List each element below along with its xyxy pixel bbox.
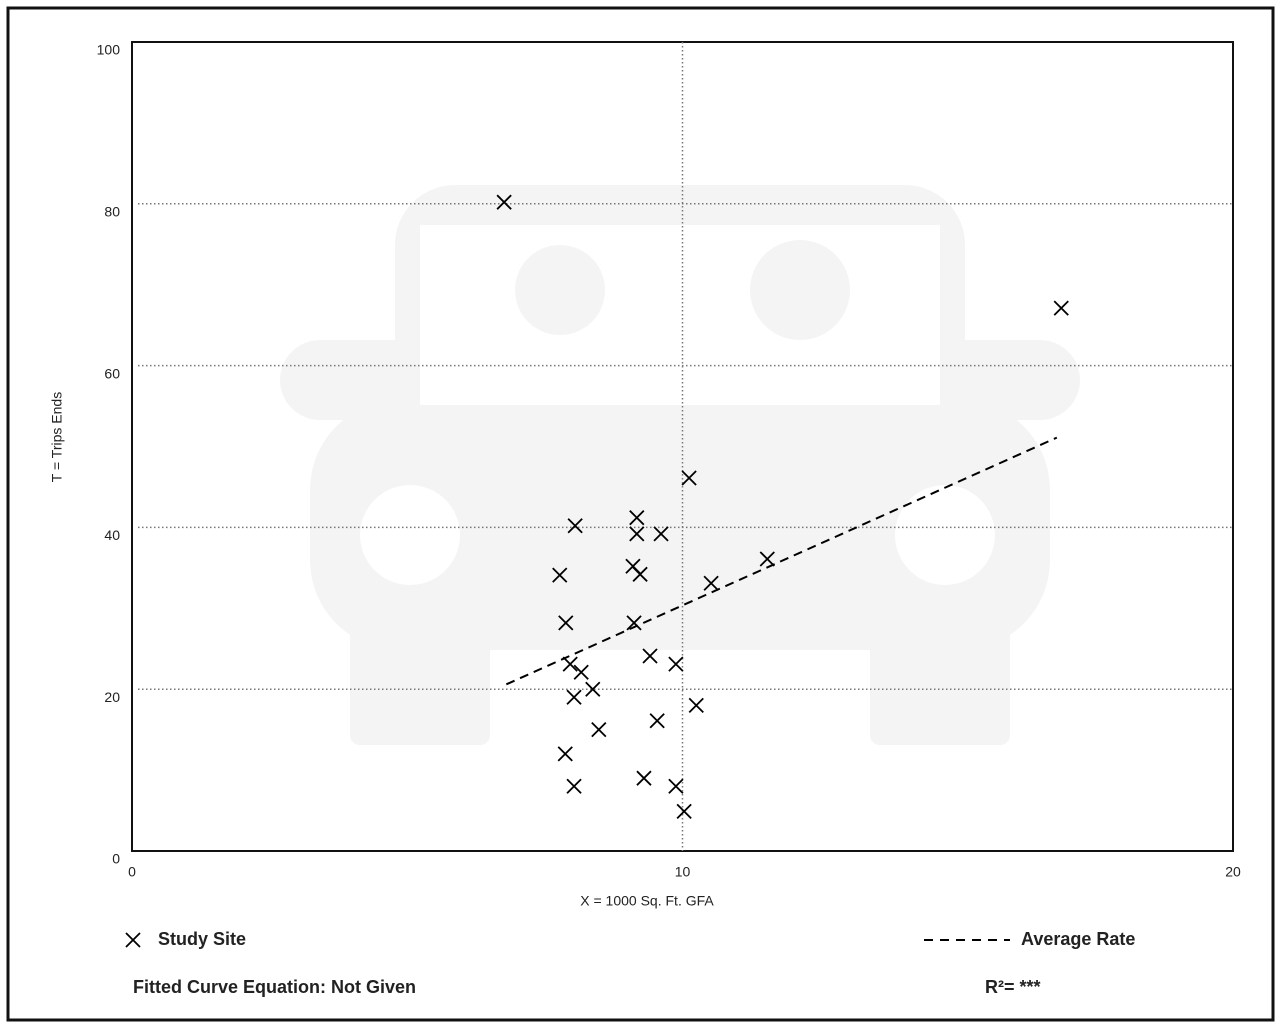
x-axis-label: X = 1000 Sq. Ft. GFA (580, 893, 714, 909)
x-tick-label: 10 (675, 864, 691, 880)
x-tick-label: 20 (1225, 864, 1241, 880)
y-tick-label: 0 (112, 851, 120, 867)
y-axis-label: T = Trips Ends (49, 392, 65, 482)
y-tick-label: 20 (104, 689, 120, 705)
legend-label: Average Rate (1021, 929, 1135, 949)
chart: X = 1000 Sq. Ft. GFA T = Trips Ends Stud… (0, 0, 1281, 1024)
y-tick-label: 80 (104, 204, 120, 220)
x-tick-label: 0 (128, 864, 136, 880)
y-tick-label: 60 (104, 365, 120, 381)
legend-label: Study Site (158, 929, 246, 949)
annotation: Fitted Curve Equation: Not Given (133, 977, 416, 997)
y-tick-label: 100 (97, 42, 121, 58)
annotation: R²= *** (985, 977, 1041, 997)
y-tick-label: 40 (104, 527, 120, 543)
